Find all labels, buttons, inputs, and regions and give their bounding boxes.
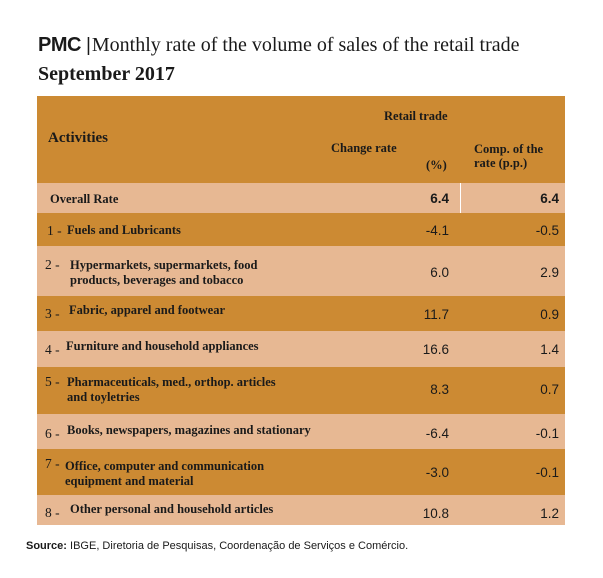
header-comp-line1: Comp. of the	[474, 142, 544, 156]
row-number: 7 -	[45, 456, 60, 471]
row-comp: -0.5	[535, 223, 559, 238]
row-label-line2: and toyletries	[67, 390, 140, 404]
title-separator: |	[85, 35, 91, 56]
source-text: IBGE, Diretoria de Pesquisas, Coordenaçã…	[70, 540, 409, 552]
row-number: 5 -	[45, 374, 60, 389]
source-note: Source: IBGE, Diretoria de Pesquisas, Co…	[26, 540, 408, 552]
header-retail-trade: Retail trade	[384, 109, 448, 123]
table-row: 2 - Hypermarkets, supermarkets, food pro…	[37, 246, 565, 296]
row-comp: -0.1	[535, 465, 559, 480]
row-number: 8 -	[45, 505, 60, 520]
overall-change: 6.4	[430, 191, 449, 206]
table-row: 6 - Books, newspapers, magazines and sta…	[37, 414, 565, 449]
row-label-line2: equipment and material	[65, 474, 194, 488]
row-change: -6.4	[425, 426, 449, 441]
header-activities: Activities	[48, 130, 108, 146]
row-number: 6 -	[45, 426, 60, 441]
row-comp: 1.2	[540, 506, 559, 521]
row-comp: -0.1	[535, 426, 559, 441]
overall-comp: 6.4	[540, 191, 559, 206]
row-label: Furniture and household appliances	[66, 339, 259, 353]
row-label: Books, newspapers, magazines and station…	[67, 423, 311, 437]
page-subtitle: September 2017	[38, 63, 175, 85]
row-label: Other personal and household articles	[70, 502, 274, 516]
row-label: Fabric, apparel and footwear	[69, 303, 226, 317]
row-comp: 1.4	[540, 342, 559, 357]
row-change: 11.7	[423, 307, 449, 322]
row-label: Fuels and Lubricants	[67, 223, 181, 237]
row-number: 3 -	[45, 306, 60, 321]
row-comp: 0.7	[540, 382, 559, 397]
row-label: Pharmaceuticals, med., orthop. articles …	[67, 375, 276, 405]
header-comp-rate: Comp. of the rate (p.p.)	[474, 142, 543, 170]
table-row: 3 - Fabric, apparel and footwear 11.7 0.…	[37, 296, 565, 331]
source-label: Source:	[26, 540, 67, 552]
row-label: Office, computer and communication equip…	[65, 459, 264, 489]
row-comp: 0.9	[540, 307, 559, 322]
table-row: 8 - Other personal and household article…	[37, 495, 565, 525]
table-row: 5 - Pharmaceuticals, med., orthop. artic…	[37, 367, 565, 414]
header-comp-line2: rate (p.p.)	[474, 156, 528, 170]
row-label: Hypermarkets, supermarkets, food product…	[70, 258, 257, 288]
row-change: 10.8	[422, 506, 449, 521]
row-label-line2: products, beverages and tobacco	[70, 273, 244, 287]
title-text: Monthly rate of the volume of sales of t…	[91, 34, 520, 56]
header-change-rate: Change rate	[331, 141, 397, 155]
table-header: Activities Retail trade Change rate (%) …	[37, 96, 565, 183]
table-row: 1 - Fuels and Lubricants -4.1 -0.5	[37, 213, 565, 246]
row-change: -4.1	[425, 223, 449, 238]
row-number: 4 -	[45, 342, 60, 357]
column-divider	[460, 183, 461, 213]
row-label-line1: Pharmaceuticals, med., orthop. articles	[67, 375, 276, 389]
sales-table: Activities Retail trade Change rate (%) …	[37, 96, 565, 525]
row-change: 6.0	[430, 265, 449, 280]
page-title: PMC |Monthly rate of the volume of sales …	[38, 34, 520, 57]
row-change: 8.3	[430, 382, 449, 397]
row-comp: 2.9	[540, 265, 559, 280]
row-change: -3.0	[425, 465, 449, 480]
brand-label: PMC	[38, 34, 81, 56]
table-row: 4 - Furniture and household appliances 1…	[37, 331, 565, 367]
table-row: 7 - Office, computer and communication e…	[37, 449, 565, 495]
row-change: 16.6	[422, 342, 449, 357]
overall-label: Overall Rate	[50, 192, 119, 206]
row-label-line1: Office, computer and communication	[65, 459, 265, 473]
header-change-unit: (%)	[426, 158, 447, 172]
row-number: 2 -	[45, 257, 60, 272]
overall-row: Overall Rate 6.4 6.4	[37, 183, 565, 213]
row-number: 1 -	[47, 223, 62, 238]
row-label-line1: Hypermarkets, supermarkets, food	[70, 258, 258, 272]
